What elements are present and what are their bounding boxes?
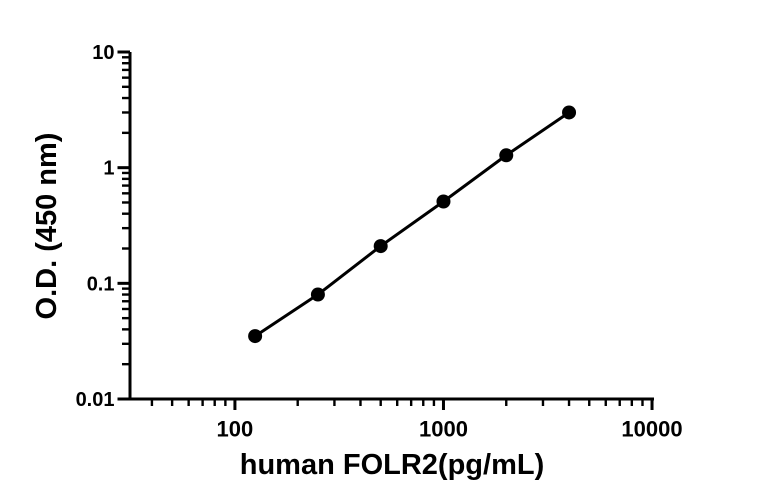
x-axis-title: human FOLR2(pg/mL)	[240, 449, 544, 481]
x-tick-label: 10000	[621, 417, 682, 442]
plot-root: 100 1000 10000 10 1 0.1 0.01	[76, 42, 683, 442]
y-tick-label: 0.01	[76, 389, 115, 411]
data-point	[562, 105, 577, 120]
x-tick-label: 100	[217, 417, 254, 442]
y-tick-label: 10	[92, 42, 114, 64]
y-tick-label: 0.1	[87, 273, 115, 295]
x-tick-label: 1000	[419, 417, 468, 442]
data-point	[373, 239, 388, 254]
data-point	[436, 194, 451, 209]
data-point	[248, 329, 263, 344]
data-point	[310, 287, 325, 302]
y-axis-title: O.D. (450 nm)	[31, 133, 63, 320]
data-point	[499, 148, 514, 163]
series-line	[254, 111, 570, 338]
y-tick-label: 1	[103, 158, 114, 180]
